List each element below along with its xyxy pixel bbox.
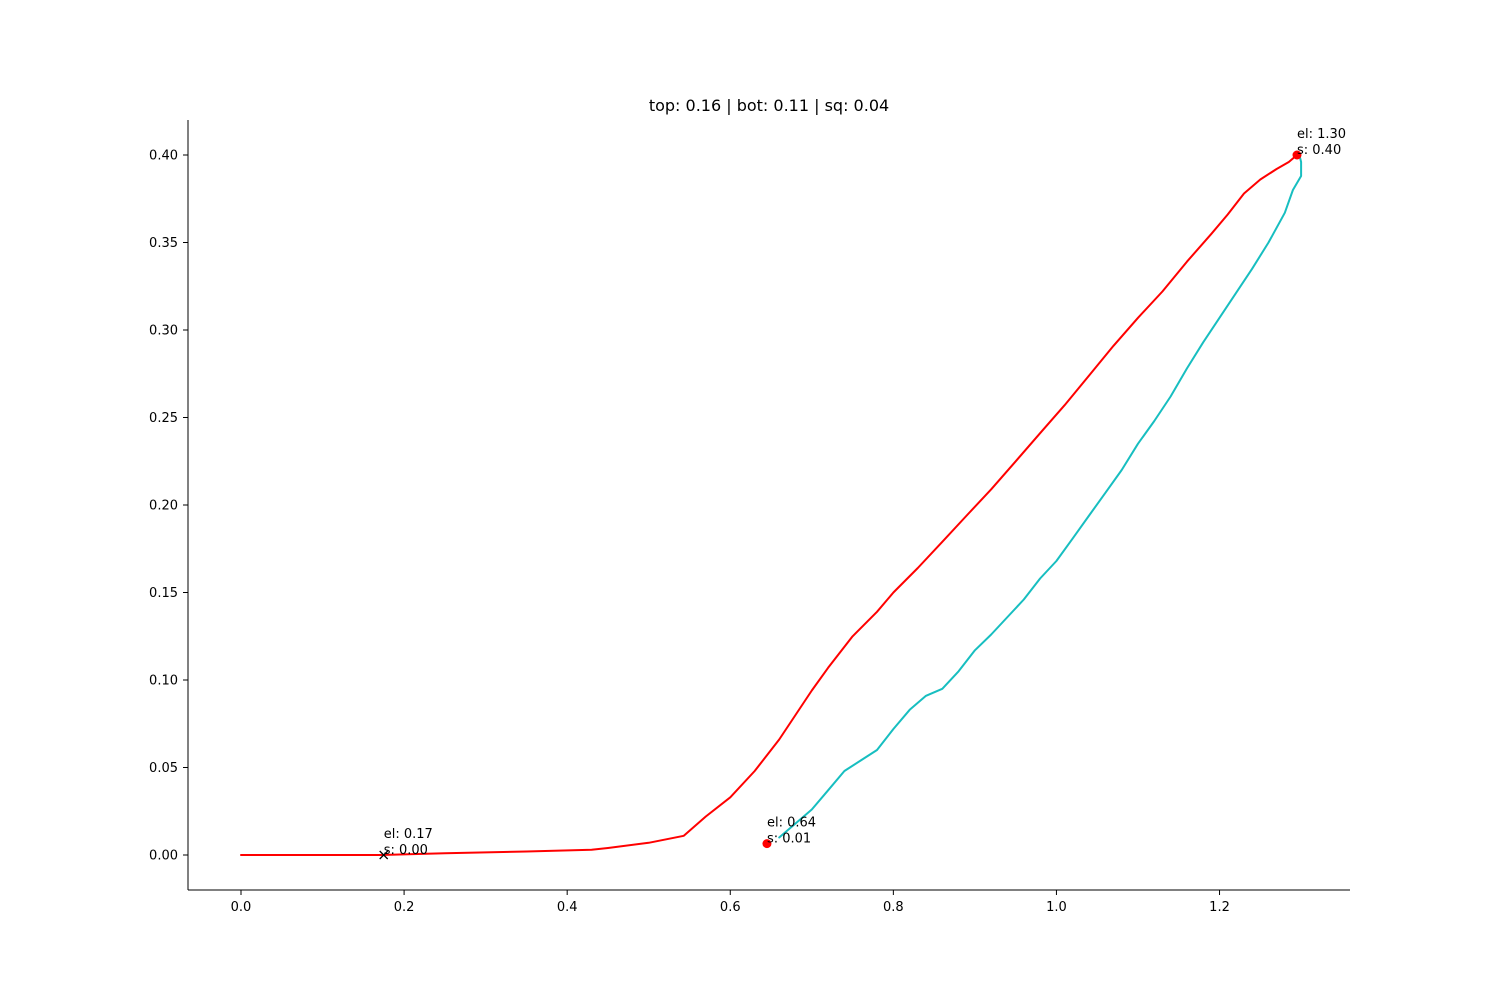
axes: 0.0 0.2 0.4 0.6 0.8 1.0 1.2 0.00 0.05 0.10 0.15 0.2… (149, 120, 1350, 915)
annotation-2-line-0: el: 1.30 (1297, 127, 1346, 142)
y-tick-label-6: 0.30 (149, 324, 178, 339)
annotation-1-line-0: el: 0.64 (767, 816, 816, 831)
y-tick-label-5: 0.25 (149, 411, 178, 426)
x-tick-label-0: 0.0 (231, 900, 252, 915)
y-tick-label-0: 0.00 (149, 849, 178, 864)
y-tick-label-7: 0.35 (149, 236, 178, 251)
y-tick-label-1: 0.05 (149, 761, 178, 776)
x-tick-label-6: 1.2 (1209, 900, 1230, 915)
chart-title: top: 0.16 | bot: 0.11 | sq: 0.04 (649, 96, 889, 115)
x-tick-label-1: 0.2 (394, 900, 415, 915)
x-tick-label-2: 0.4 (557, 900, 578, 915)
x-tick-label-4: 0.8 (883, 900, 904, 915)
y-tick-label-8: 0.40 (149, 149, 178, 164)
series-line-0 (240, 154, 1298, 856)
x-tick-label-5: 1.0 (1046, 900, 1067, 915)
annotation-0-line-0: el: 0.17 (384, 827, 433, 842)
annotation-1-line-1: s: 0.01 (767, 832, 811, 847)
series-line-1 (778, 154, 1303, 839)
y-tick-label-3: 0.15 (149, 586, 178, 601)
point-marker-2 (1292, 150, 1302, 160)
x-tick-label-3: 0.6 (720, 900, 741, 915)
y-tick-label-4: 0.20 (149, 499, 178, 514)
annotation-0-line-1: s: 0.00 (384, 843, 428, 858)
plot-markers (379, 150, 1302, 860)
point-marker-1 (762, 839, 772, 849)
annotation-2-line-1: s: 0.40 (1297, 143, 1341, 158)
plot-lines (240, 154, 1303, 856)
plot-annotations: el: 0.17s: 0.00 el: 0.64s: 0.01 el: 1.30s:… (384, 127, 1346, 858)
x-marker-0 (379, 850, 389, 860)
y-tick-label-2: 0.10 (149, 674, 178, 689)
